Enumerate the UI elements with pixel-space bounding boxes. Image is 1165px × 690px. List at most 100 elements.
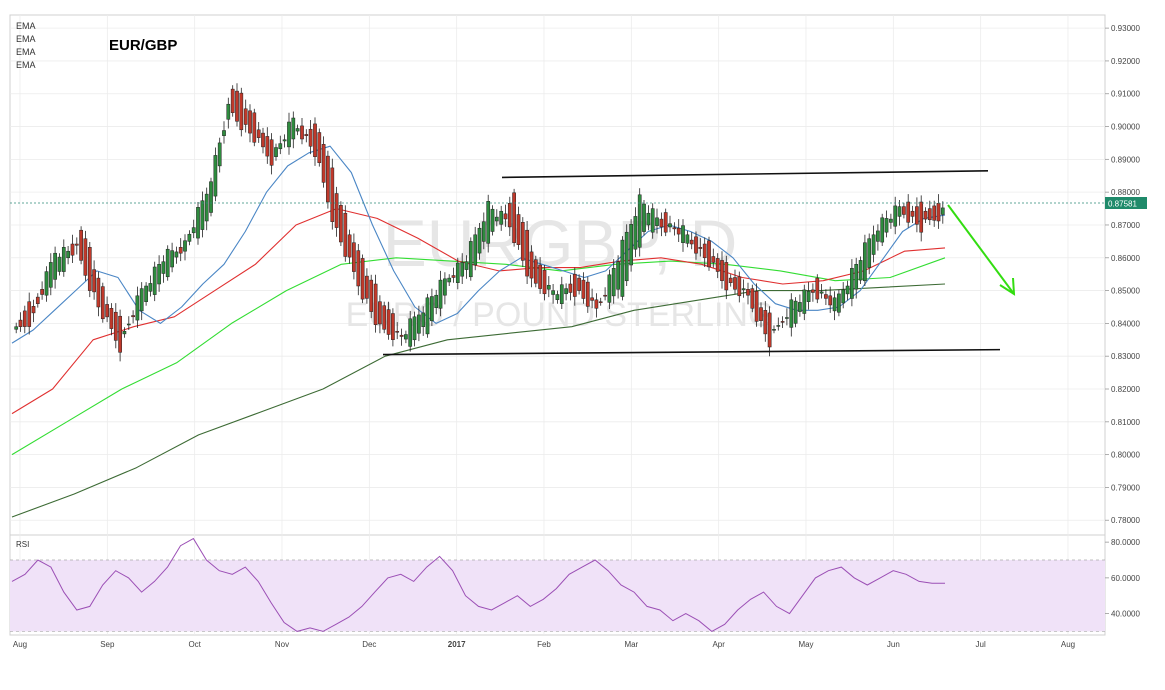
candle-body <box>326 155 330 203</box>
candle-body <box>187 233 192 242</box>
candle-body <box>135 295 140 321</box>
candle-body <box>724 262 729 291</box>
candle-body <box>74 243 79 246</box>
candle-body <box>183 240 187 252</box>
candle-body <box>464 261 469 270</box>
candle-body <box>382 305 387 330</box>
candle-body <box>265 136 270 157</box>
candle-body <box>248 110 252 134</box>
candle-body <box>430 296 434 322</box>
candle-body <box>27 301 32 327</box>
indicator-label: EMA <box>16 34 36 44</box>
candle-body <box>391 313 395 340</box>
candle-body <box>122 331 127 335</box>
candle-body <box>720 260 724 281</box>
candle-body <box>594 299 599 309</box>
candle-body <box>31 306 36 314</box>
candle-body <box>551 290 555 295</box>
candle-body <box>196 207 200 239</box>
candle-body <box>629 224 633 266</box>
last-price-tag: 0.87581 <box>10 197 1147 209</box>
candle-body <box>378 301 382 325</box>
candle-body <box>694 236 698 254</box>
candle-body <box>451 275 456 278</box>
candle-body <box>646 212 651 226</box>
candle-body <box>637 194 642 248</box>
candle-body <box>828 295 833 306</box>
candle-body <box>22 310 27 327</box>
candle-body <box>230 88 235 113</box>
candle-body <box>308 128 313 147</box>
candle-body <box>256 129 261 138</box>
candle-body <box>906 201 911 223</box>
candle-body <box>850 268 854 299</box>
candle-body <box>438 279 443 309</box>
indicator-label: EMA <box>16 21 36 31</box>
candle-body <box>633 216 638 250</box>
candle-body <box>845 285 850 295</box>
price-tick-label: 0.91000 <box>1111 90 1140 99</box>
candle-body <box>585 281 590 307</box>
indicator-label: EMA <box>16 47 36 57</box>
projection-arrow-head <box>999 277 1016 296</box>
candle-body <box>295 128 300 132</box>
candle-body <box>170 250 174 268</box>
projection-arrow-shaft <box>947 204 1015 295</box>
time-tick-label: Apr <box>712 640 725 649</box>
candle-body <box>92 269 96 293</box>
candle-body <box>455 262 460 283</box>
candle-body <box>603 294 607 297</box>
candle-body <box>144 285 148 302</box>
candle-body <box>620 239 625 297</box>
candle-body <box>659 218 664 228</box>
candle-body <box>217 142 222 167</box>
candle-body <box>616 261 620 290</box>
candle-body <box>96 277 101 308</box>
candle-body <box>339 205 343 243</box>
candle-body <box>685 234 690 244</box>
time-tick-label: May <box>798 640 813 649</box>
chart-title-group: EUR/GBP <box>109 37 177 54</box>
candle-body <box>936 203 941 222</box>
candle-body <box>317 132 322 163</box>
candle-body <box>806 290 811 302</box>
channel-bottom-line <box>382 348 1001 356</box>
candle-body <box>798 302 802 312</box>
candle-body <box>624 231 629 282</box>
time-tick-label: Aug <box>13 640 27 649</box>
candle-body <box>100 286 105 320</box>
candle-body <box>178 247 183 254</box>
indicator-legend: EMA EMA EMA EMA <box>16 21 36 70</box>
candle-body <box>126 323 131 326</box>
candle-body <box>165 248 170 278</box>
candle-body <box>811 289 815 293</box>
price-tick-label: 0.80000 <box>1111 451 1140 460</box>
candle-body <box>923 210 928 220</box>
candle-body <box>269 139 274 166</box>
candle-body <box>494 216 499 222</box>
candle-body <box>737 276 742 297</box>
candle-body <box>568 283 573 293</box>
time-tick-label: Jul <box>976 640 986 649</box>
channel-top-line <box>501 170 989 179</box>
candle-body <box>871 234 876 255</box>
candle-body <box>477 227 482 254</box>
candle-body <box>386 309 391 335</box>
candle-body <box>927 208 932 221</box>
candle-body <box>352 242 356 272</box>
candle-body <box>815 277 820 300</box>
candle-body <box>642 203 646 232</box>
candle-body <box>261 132 265 148</box>
candle-body <box>512 192 516 243</box>
candle-body <box>113 311 118 341</box>
candle-body <box>854 264 859 290</box>
time-tick-label: Mar <box>624 640 638 649</box>
candle-body <box>334 193 339 228</box>
candle-body <box>287 121 291 148</box>
candle-body <box>139 288 144 312</box>
candle-body <box>443 278 447 296</box>
candle-body <box>468 241 473 278</box>
rsi-tick-label: 40.0000 <box>1111 610 1140 619</box>
candles <box>14 83 945 362</box>
